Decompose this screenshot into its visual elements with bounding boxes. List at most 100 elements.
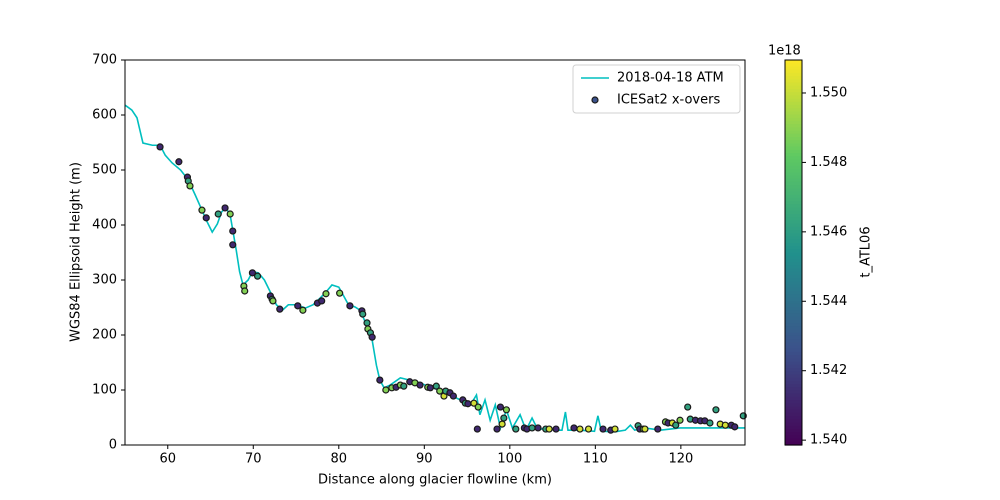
- scatter-point: [545, 425, 553, 433]
- scatter-point: [382, 386, 390, 394]
- colorbar-gradient: [785, 223, 802, 228]
- colorbar-gradient: [785, 335, 802, 340]
- colorbar-gradient: [785, 355, 802, 359]
- scatter-point: [226, 210, 234, 218]
- scatter-point: [599, 425, 607, 433]
- scatter-point: [584, 425, 593, 433]
- scatter-point: [464, 400, 472, 408]
- colorbar-gradient: [785, 181, 802, 186]
- colorbar-gradient: [785, 72, 802, 77]
- scatter-point: [731, 423, 739, 431]
- colorbar-gradient: [785, 82, 802, 87]
- colorbar-gradient: [785, 419, 802, 424]
- colorbar-gradient: [785, 258, 802, 263]
- scatter-point: [534, 424, 542, 432]
- scatter-point: [474, 403, 482, 411]
- colorbar-gradient: [785, 111, 802, 116]
- scatter-point: [276, 305, 284, 313]
- colorbar-gradient: [785, 185, 802, 189]
- colorbar-gradient: [785, 307, 802, 311]
- colorbar-gradient: [785, 242, 802, 247]
- legend-box: [572, 64, 741, 114]
- colorbar-label: t_ATL06: [859, 226, 874, 277]
- colorbar-gradient: [785, 345, 802, 350]
- scatter-point: [432, 382, 440, 390]
- colorbar-gradient: [785, 66, 802, 71]
- legend-marker: [591, 96, 599, 104]
- colorbar-gradient: [785, 210, 802, 215]
- scatter-point: [186, 182, 194, 190]
- scatter-point: [336, 289, 344, 297]
- colorbar-gradient: [785, 146, 802, 151]
- scatter-point: [363, 319, 371, 327]
- colorbar-gradient: [785, 416, 802, 420]
- colorbar-gradient: [785, 159, 802, 164]
- colorbar-gradient: [785, 188, 802, 193]
- colorbar-gradient: [785, 310, 802, 315]
- scatter-point: [470, 399, 478, 407]
- colorbar-frame: [784, 59, 803, 446]
- scatter-point: [269, 297, 277, 305]
- colorbar-gradient: [785, 201, 802, 205]
- colorbar-gradient: [785, 162, 802, 167]
- scatter-point: [706, 419, 714, 427]
- scatter-point: [400, 382, 408, 390]
- x-axis-label: Distance along glacier flowline (km): [318, 473, 552, 488]
- x-tick-label: 110: [583, 452, 608, 467]
- colorbar-gradient: [785, 432, 802, 436]
- y-tick-label: 400: [92, 218, 117, 233]
- scatter-point: [156, 143, 164, 151]
- colorbar-gradient: [785, 194, 802, 199]
- scatter-point: [641, 425, 649, 433]
- colorbar-gradient: [785, 374, 802, 379]
- colorbar-tick-label: 1.542: [810, 363, 847, 378]
- colorbar-gradient: [785, 98, 802, 103]
- y-axis-label: WGS84 Ellipsoid Height (m): [69, 162, 84, 342]
- colorbar-gradient: [785, 236, 802, 241]
- scatter-point: [359, 310, 367, 318]
- scatter-point: [502, 406, 511, 414]
- colorbar-gradient: [785, 175, 802, 180]
- y-tick-label: 200: [92, 328, 117, 343]
- scatter-point: [175, 158, 183, 166]
- colorbar-gradient: [785, 76, 802, 80]
- colorbar-gradient: [785, 169, 802, 173]
- scatter-point: [654, 425, 662, 433]
- scatter-point: [229, 227, 237, 235]
- colorbar-gradient: [785, 233, 802, 238]
- scatter-point: [528, 424, 536, 432]
- colorbar-gradient: [785, 287, 802, 292]
- scatter-point: [473, 425, 481, 433]
- colorbar-tick-label: 1.546: [810, 224, 847, 239]
- colorbar-gradient: [785, 422, 802, 427]
- scatter-point: [721, 421, 729, 429]
- colorbar-gradient: [785, 130, 802, 135]
- colorbar-gradient: [785, 339, 802, 343]
- scatter-point: [294, 302, 302, 310]
- scatter-point: [198, 206, 206, 214]
- colorbar-gradient: [785, 274, 802, 279]
- colorbar-gradient: [785, 226, 802, 231]
- colorbar-gradient: [785, 435, 802, 440]
- scatter-point: [611, 425, 619, 433]
- scatter-point: [322, 290, 330, 298]
- colorbar-gradient: [785, 332, 802, 337]
- colorbar-gradient: [785, 217, 802, 222]
- colorbar-gradient: [785, 143, 802, 148]
- colorbar-gradient: [785, 265, 802, 270]
- y-tick-label: 700: [92, 53, 117, 68]
- scatter-point: [376, 376, 384, 384]
- scatter-point: [368, 333, 376, 341]
- colorbar-gradient: [785, 377, 802, 382]
- colorbar-gradient: [785, 69, 802, 74]
- colorbar-gradient: [785, 124, 802, 128]
- scatter-point: [500, 414, 508, 422]
- colorbar-gradient: [785, 178, 802, 183]
- scatter-point: [512, 425, 520, 433]
- colorbar-gradient: [785, 114, 802, 119]
- y-tick-label: 600: [92, 108, 117, 123]
- x-tick-label: 100: [497, 452, 522, 467]
- colorbar-gradient: [785, 255, 802, 260]
